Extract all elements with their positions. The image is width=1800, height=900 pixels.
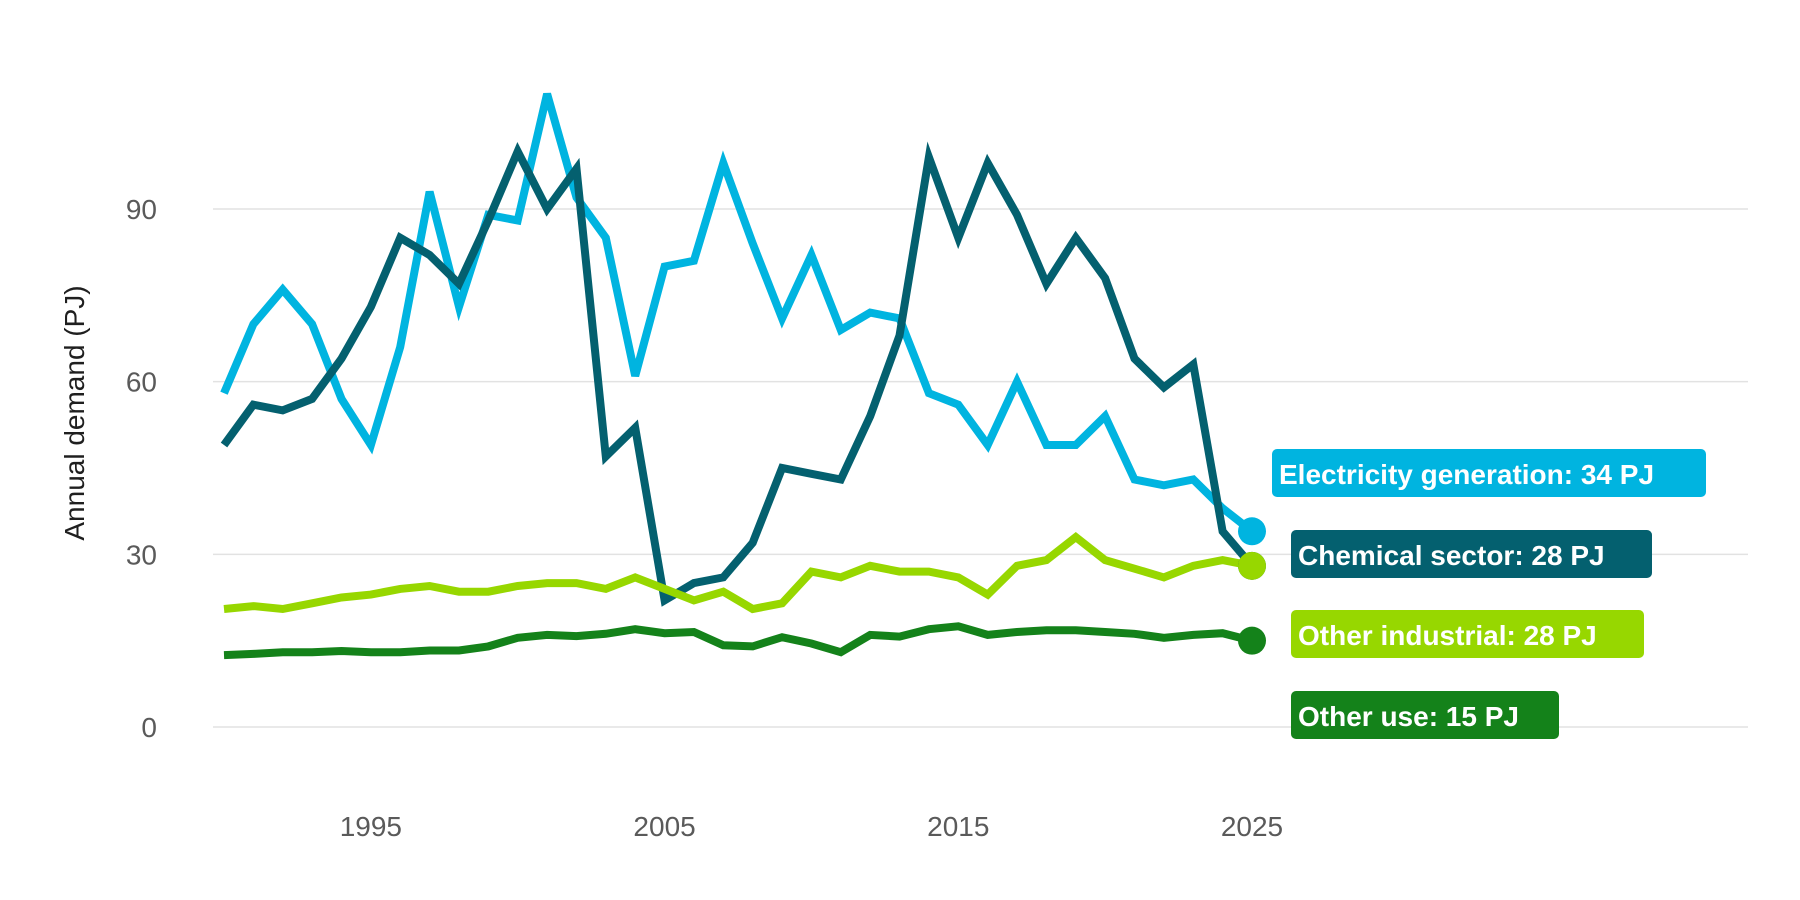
series-endpoints: [1238, 517, 1266, 655]
series-line-other-industrial: [223, 532, 1253, 614]
endpoint-dot-other-use: [1238, 626, 1266, 655]
y-axis-ticks: 0 30 60 90: [126, 194, 157, 743]
x-tick-label-1995: 1995: [340, 811, 402, 842]
x-tick-label-2005: 2005: [633, 811, 695, 842]
x-tick-label-2015: 2015: [927, 811, 989, 842]
end-label-text-chemical-sector: Chemical sector: 28 PJ: [1298, 540, 1605, 571]
endpoint-dot-electricity-generation: [1238, 517, 1266, 546]
series-line-chemical-sector: [220, 141, 1256, 607]
end-label-other-industrial: Other industrial: 28 PJ: [1291, 610, 1644, 658]
y-tick-label-0: 0: [141, 712, 157, 743]
y-tick-label-60: 60: [126, 367, 157, 398]
x-tick-label-2025: 2025: [1221, 811, 1283, 842]
series-end-labels: Electricity generation: 34 PJ Chemical se…: [1272, 449, 1706, 739]
end-label-other-use: Other use: 15 PJ: [1291, 691, 1559, 739]
end-label-text-other-use: Other use: 15 PJ: [1298, 701, 1519, 732]
series-lines: [220, 92, 1256, 660]
x-axis-ticks: 1995 2005 2015 2025: [340, 811, 1283, 842]
series-line-electricity-generation: [220, 92, 1255, 535]
y-axis-title: Annual demand (PJ): [59, 285, 90, 540]
y-tick-label-30: 30: [126, 539, 157, 570]
y-tick-label-90: 90: [126, 194, 157, 225]
end-label-box-chemical-sector: [1291, 530, 1652, 578]
endpoint-dot-other-industrial: [1238, 551, 1266, 580]
end-label-text-other-industrial: Other industrial: 28 PJ: [1298, 620, 1597, 651]
end-label-text-electricity-generation: Electricity generation: 34 PJ: [1279, 459, 1654, 490]
end-label-box-other-use: [1291, 691, 1559, 739]
end-label-chemical-sector: Chemical sector: 28 PJ: [1291, 530, 1652, 578]
series-line-other-use: [223, 622, 1253, 660]
end-label-box-other-industrial: [1291, 610, 1644, 658]
end-label-electricity-generation: Electricity generation: 34 PJ: [1272, 449, 1706, 497]
end-label-box-electricity-generation: [1272, 449, 1706, 497]
